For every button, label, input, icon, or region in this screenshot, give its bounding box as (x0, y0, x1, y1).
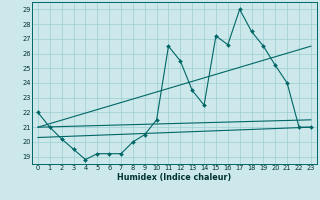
X-axis label: Humidex (Indice chaleur): Humidex (Indice chaleur) (117, 173, 232, 182)
